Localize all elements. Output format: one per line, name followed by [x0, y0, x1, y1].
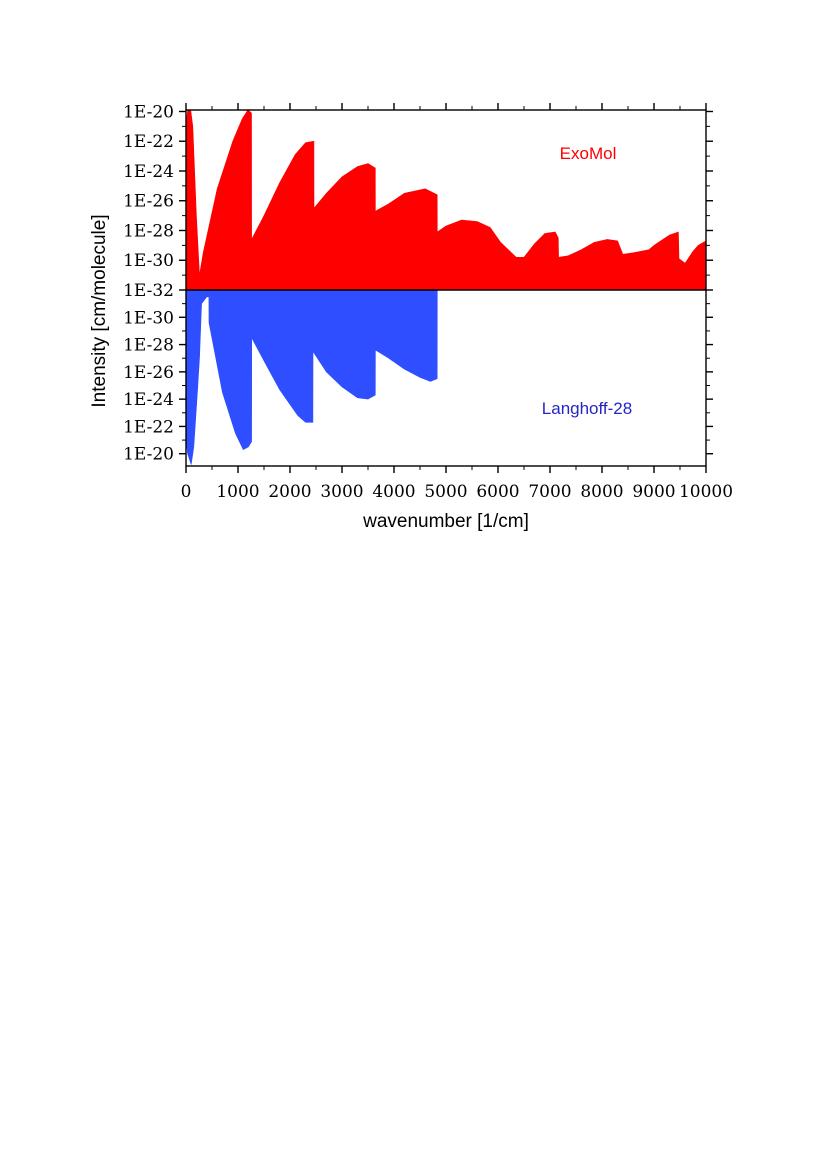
y-tick-label: 1E-22 [123, 132, 174, 152]
x-tick-label: 3000 [320, 482, 363, 502]
y-tick-label: 1E-30 [123, 251, 174, 271]
x-tick-label: 9000 [632, 482, 675, 502]
langhoff-legend-label: Langhoff-28 [542, 399, 632, 418]
exomol-spectrum-area [185, 109, 707, 291]
langhoff-spectrum [185, 289, 438, 465]
x-axis: 0 1000 2000 3000 4000 5000 6000 7000 8000 9000 100… [181, 103, 733, 502]
y-tick-label: 1E-26 [123, 192, 174, 212]
x-tick-label: 8000 [580, 482, 623, 502]
x-tick-label: 5000 [424, 482, 467, 502]
y-tick-label: 1E-32 [123, 281, 174, 301]
y-tick-label: 1E-22 [123, 417, 174, 437]
y-tick-label: 1E-26 [123, 363, 174, 383]
y-tick-label: 1E-30 [123, 308, 174, 328]
y-axis-top-panel: 1E-20 1E-22 1E-24 1E-26 1E-28 1E-30 1E-32 [123, 102, 713, 301]
x-axis-title: wavenumber [1/cm] [362, 511, 529, 532]
y-tick-label: 1E-24 [123, 390, 174, 410]
x-tick-label: 10000 [679, 482, 733, 502]
y-axis-title: Intensity [cm/molecule] [89, 214, 110, 407]
langhoff-spectrum-area [185, 289, 438, 465]
x-tick-label: 0 [181, 482, 192, 502]
y-tick-label: 1E-24 [123, 162, 174, 182]
y-axis-bottom-panel: 1E-30 1E-28 1E-26 1E-24 1E-22 1E-20 [123, 303, 713, 465]
y-tick-label: 1E-20 [123, 102, 174, 122]
x-tick-label: 1000 [216, 482, 259, 502]
x-tick-label: 7000 [528, 482, 571, 502]
x-tick-label: 4000 [372, 482, 415, 502]
exomol-legend-label: ExoMol [560, 144, 617, 163]
y-tick-label: 1E-28 [123, 221, 174, 241]
exomol-spectrum [185, 109, 707, 291]
y-tick-label: 1E-28 [123, 336, 174, 356]
y-tick-label: 1E-20 [123, 445, 174, 465]
x-tick-label: 6000 [476, 482, 519, 502]
x-tick-label: 2000 [268, 482, 311, 502]
